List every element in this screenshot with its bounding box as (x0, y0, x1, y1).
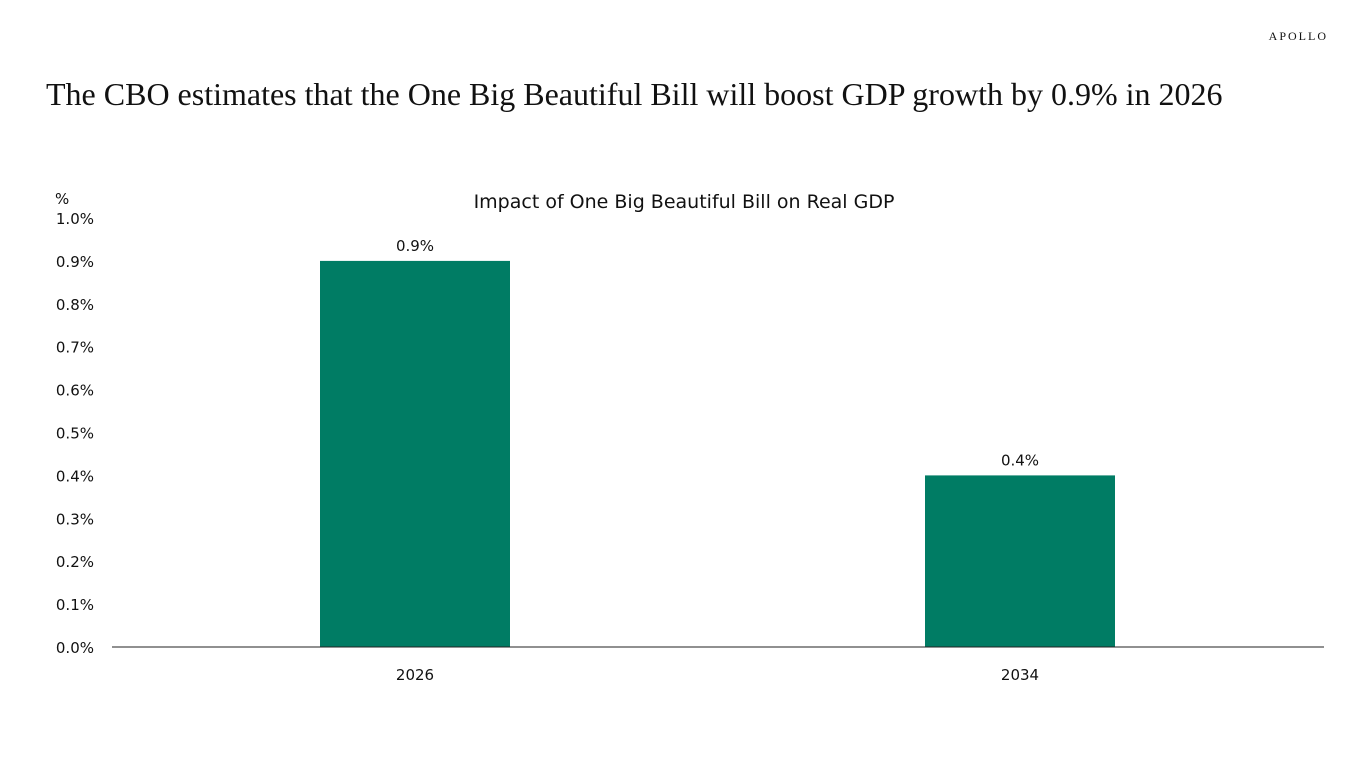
bar-2034 (925, 475, 1115, 647)
y-tick-label: 0.7% (56, 339, 94, 357)
x-tick-label: 2034 (1001, 666, 1039, 684)
chart-title: Impact of One Big Beautiful Bill on Real… (474, 191, 895, 213)
page-title: The CBO estimates that the One Big Beaut… (46, 76, 1223, 112)
data-label: 0.9% (396, 237, 434, 255)
y-tick-label: 1.0% (56, 210, 94, 228)
apollo-logo: APOLLO (1268, 29, 1328, 43)
y-tick-label: 0.1% (56, 596, 94, 614)
y-tick-label: 0.2% (56, 553, 94, 571)
y-tick-label: 0.5% (56, 425, 94, 443)
y-tick-label: 0.3% (56, 510, 94, 528)
bar-2026 (320, 260, 510, 647)
y-tick-label: 0.0% (56, 639, 94, 657)
y-axis-label: % (55, 190, 69, 208)
y-tick-label: 0.9% (56, 253, 94, 271)
data-label: 0.4% (1001, 451, 1039, 469)
y-tick-label: 0.8% (56, 296, 94, 314)
x-tick-label: 2026 (396, 666, 434, 684)
y-tick-label: 0.4% (56, 467, 94, 485)
y-tick-label: 0.6% (56, 382, 94, 400)
